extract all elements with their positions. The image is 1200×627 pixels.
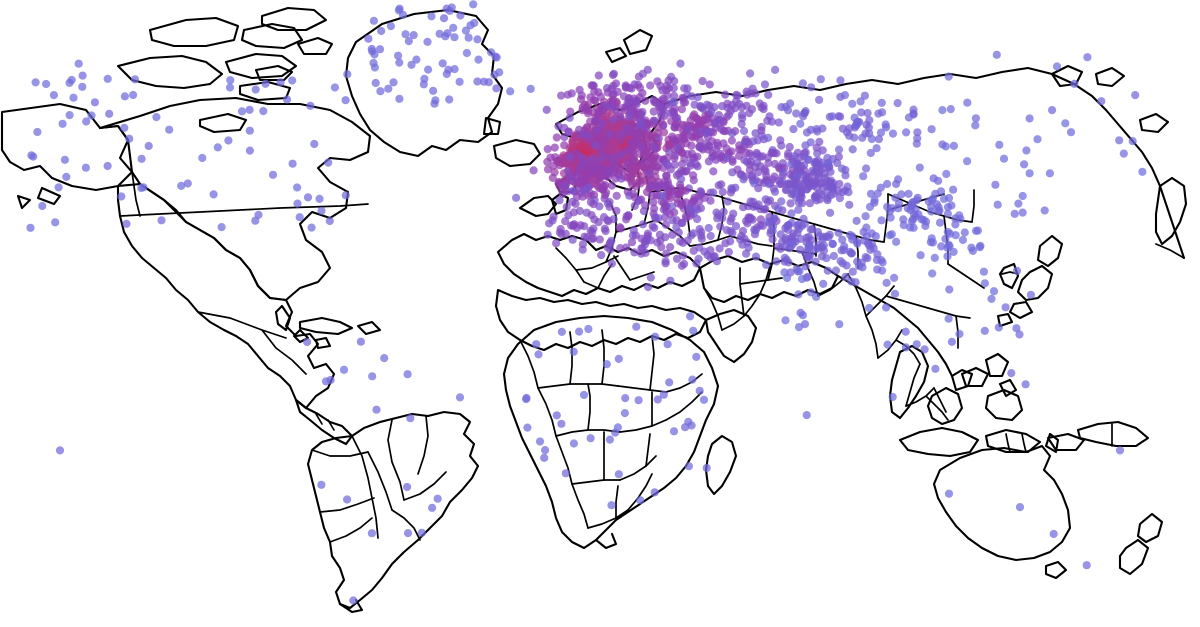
scatter-point-layer: [26, 0, 1147, 605]
map-canvas: [0, 0, 1188, 614]
